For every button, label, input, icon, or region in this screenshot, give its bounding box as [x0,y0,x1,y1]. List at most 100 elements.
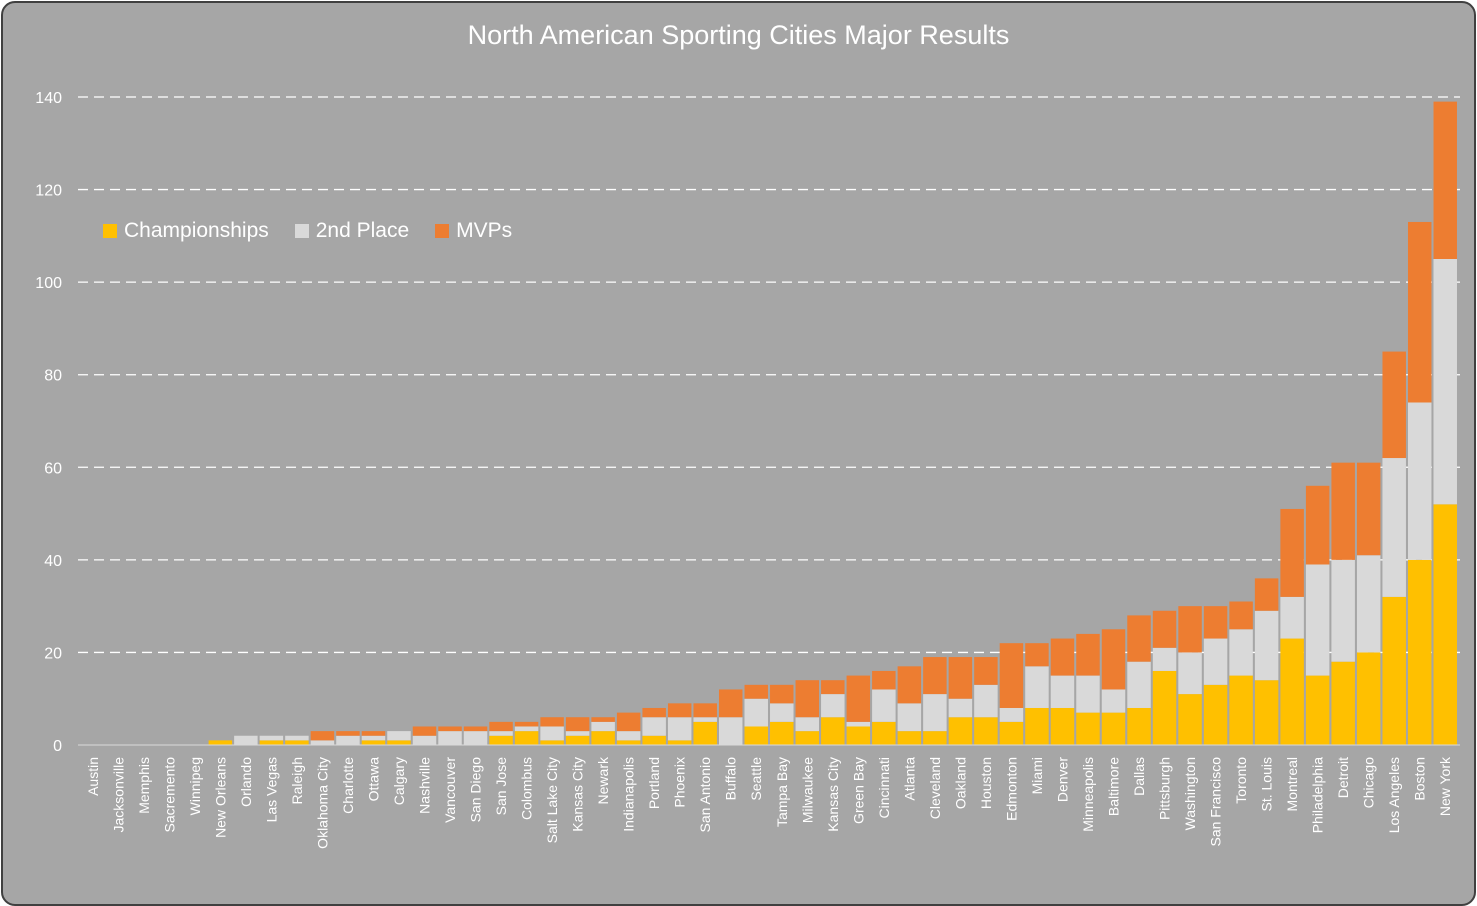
bar-segment [540,740,564,745]
x-tick-label: New Orleans [212,757,228,838]
y-tick-label: 20 [44,645,62,662]
x-tick-label: Montreal [1284,757,1300,811]
x-tick-label: Austin [85,757,101,796]
x-tick-label: Atlanta [901,757,917,801]
bar-segment [923,657,947,695]
legend-label: MVPs [456,219,513,242]
y-axis-ticks: 0 20 40 60 80 100 120 140 [35,90,62,755]
bar-segment [1127,615,1151,662]
bar-segment [974,657,998,685]
bar-segment [1178,694,1202,745]
bar-segment [1025,707,1049,745]
x-tick-label: Newark [595,756,611,804]
x-tick-label: Sacremento [161,757,177,833]
x-tick-label: Chicago [1361,757,1377,809]
bar-segment [693,717,717,722]
bar-segment [744,684,768,699]
bar-segment [361,735,386,741]
x-tick-label: Los Angeles [1386,757,1402,833]
x-tick-label: Raleigh [289,757,305,804]
x-tick-label: Las Vegas [263,757,279,822]
bar-segment [616,712,641,732]
bar-segment [1229,675,1253,745]
x-axis-ticks: Austin Jacksonville Memphis Sacremento Winni… [85,756,1453,849]
y-tick-label: 140 [35,90,62,107]
legend-label: 2nd Place [315,219,410,242]
bar-segment [667,740,692,745]
x-tick-label: Toronto [1233,757,1249,804]
bar-segment [565,735,590,745]
bar-segment [1280,596,1304,639]
bar-segment [591,717,615,722]
bar-segment [923,694,947,732]
x-tick-label: Houston [978,757,994,809]
bar-segment [1356,462,1381,556]
bar-segment [1101,712,1126,745]
bar-segment [234,735,258,745]
x-tick-label: Oklahoma City [314,757,330,849]
bar-segment [1178,606,1202,653]
bar-segment [1407,559,1432,745]
bar-segment [1076,675,1100,713]
bar-segment [1356,652,1381,745]
x-tick-label: Cleveland [927,757,943,819]
legend: Championships 2nd Place MVPs [103,219,512,243]
bar-segment [1280,508,1304,597]
bar-segment [744,698,768,727]
bars [208,101,1457,745]
x-tick-label: Dallas [1131,757,1147,796]
bar-segment [1331,462,1355,560]
bar-segment [259,740,284,745]
x-tick-label: Winnipeg [187,757,203,815]
bar-segment [565,731,590,736]
bar-segment [795,680,820,718]
x-tick-label: Milwaukee [799,757,815,823]
bar-segment [412,735,437,745]
x-tick-label: Charlotte [340,757,356,814]
y-tick-label: 60 [44,460,62,477]
bar-segment [770,684,794,704]
bar-segment [1433,504,1457,745]
bar-segment [412,726,437,736]
bar-segment [1050,638,1075,676]
x-tick-label: Vancouver [442,757,458,823]
bar-segment [923,731,947,745]
bar-segment [1382,458,1406,597]
bar-segment [1127,661,1151,708]
x-tick-label: Ottawa [365,757,381,802]
x-tick-label: Detroit [1335,757,1351,798]
bar-segment [514,721,539,727]
bar-segment [1407,402,1432,560]
bar-segment [999,707,1024,722]
x-tick-label: Seattle [748,757,764,801]
bar-segment [336,735,360,745]
bar-segment [285,740,309,745]
bar-segment [1229,601,1253,630]
bar-segment [1203,638,1228,685]
x-tick-label: Colombus [519,757,535,820]
bar-segment [846,675,871,722]
legend-swatch-championships [103,224,117,238]
legend-item-2nd-place: 2nd Place [294,219,410,243]
bar-segment [1254,680,1279,745]
x-tick-label: San Antonio [697,757,713,833]
bar-segment [693,703,717,718]
x-tick-label: Cincinnati [876,757,892,818]
y-tick-label: 120 [35,183,62,200]
bar-segment [846,721,871,727]
bar-segment [1101,629,1126,690]
bar-segment [310,731,335,741]
x-tick-label: Buffalo [723,757,739,801]
bar-segment [744,726,768,745]
legend-swatch-2nd-place [294,224,309,238]
bar-segment [1433,101,1457,259]
bar-segment [259,735,284,741]
bar-segment [1152,647,1177,671]
x-tick-label: Kansas City [570,757,586,832]
bar-segment [1305,485,1330,565]
bar-segment [1331,661,1355,745]
x-tick-label: Edmonton [1003,757,1019,821]
bar-segment [872,689,896,722]
x-tick-label: Kansas City [825,757,841,832]
